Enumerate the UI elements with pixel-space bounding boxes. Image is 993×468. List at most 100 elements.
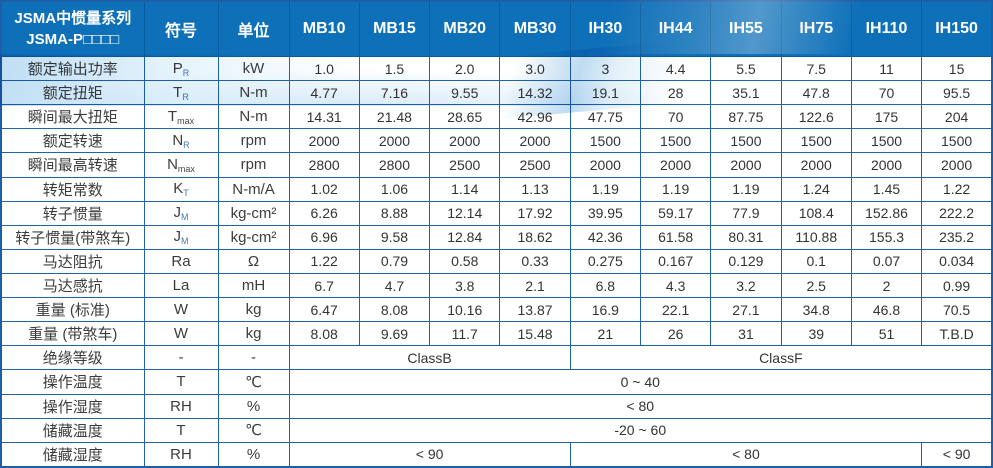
value-cell: 1500 (569, 128, 641, 154)
symbol-subscript: R (183, 139, 190, 150)
row-label: 绝缘等级 (0, 345, 145, 371)
symbol-base: J (173, 228, 182, 246)
value-cell: 77.9 (710, 200, 782, 226)
row-label: 额定扭矩 (0, 80, 145, 106)
value-cell: 22.1 (639, 297, 712, 323)
value-cell: ClassF (569, 345, 993, 371)
symbol-cell: T (143, 417, 219, 443)
symbol-base: N (167, 155, 178, 173)
unit-cell: N-m (217, 80, 290, 106)
symbol-subscript: T (183, 188, 189, 199)
column-header-model: IH30 (569, 0, 641, 57)
symbol-cell: KT (143, 176, 219, 202)
symbol-cell: Ra (143, 248, 219, 274)
value-cell: 1.5 (358, 55, 431, 82)
value-cell: 3.8 (429, 272, 501, 299)
row-label: 马达阻抗 (0, 248, 145, 274)
value-cell: 1.22 (921, 176, 993, 202)
value-cell: 11 (850, 55, 923, 82)
value-cell: 21.48 (358, 104, 431, 130)
value-cell: 39 (780, 321, 852, 347)
value-cell: 1500 (850, 128, 923, 154)
value-cell: 16.9 (569, 297, 641, 323)
unit-cell: N-m (217, 104, 290, 130)
table-row: 储藏温度 T ℃ -20 ~ 60 (0, 417, 993, 443)
value-cell: 175 (850, 104, 923, 130)
symbol-subscript: max (177, 163, 195, 174)
value-cell: 1.24 (780, 176, 852, 202)
value-cell: 110.88 (780, 224, 852, 250)
table-row: 额定转速 NR rpm 2000 2000 2000 2000 1500 1500 1500 150… (0, 128, 993, 154)
value-cell: 0.129 (710, 248, 782, 274)
value-cell: 0.33 (499, 248, 571, 274)
value-cell: 8.08 (288, 321, 360, 347)
symbol-base: T (167, 107, 178, 125)
value-cell: 2.5 (780, 272, 852, 299)
row-label: 重量 (带煞车) (0, 321, 145, 347)
value-cell: 1500 (639, 128, 712, 154)
value-cell: 70 (850, 80, 923, 106)
row-label: 重量 (标准) (0, 297, 145, 323)
value-cell: < 80 (569, 441, 923, 468)
value-cell: 1.06 (358, 176, 431, 202)
symbol-base: T (176, 373, 186, 391)
value-cell: 19.1 (569, 80, 641, 106)
symbol-cell: Nmax (143, 152, 219, 178)
value-cell: 4.7 (358, 272, 431, 299)
unit-cell: - (217, 345, 290, 371)
row-label: 转矩常数 (0, 176, 145, 202)
column-header-model: IH75 (780, 0, 852, 57)
value-cell: 28.65 (429, 104, 501, 130)
value-cell: 34.8 (780, 297, 852, 323)
value-cell: 59.17 (639, 200, 712, 226)
value-cell: 0.167 (639, 248, 712, 274)
value-cell: 2800 (288, 152, 360, 178)
symbol-base: Ra (171, 252, 191, 270)
value-cell: 2500 (499, 152, 571, 178)
value-cell: 6.7 (288, 272, 360, 299)
unit-cell: rpm (217, 128, 290, 154)
value-cell: T.B.D (921, 321, 993, 347)
symbol-cell: W (143, 297, 219, 323)
value-cell: 3.2 (710, 272, 782, 299)
value-cell: 42.96 (499, 104, 571, 130)
value-cell: 2000 (569, 152, 641, 178)
value-cell: 7.16 (358, 80, 431, 106)
symbol-cell: TR (143, 80, 219, 106)
value-cell: < 90 (288, 441, 571, 468)
value-cell: 47.75 (569, 104, 641, 130)
table-title-line1: JSMA中惯量系列 (14, 10, 132, 27)
symbol-cell: PR (143, 55, 219, 82)
unit-cell: kg-cm² (217, 200, 290, 226)
value-cell: 152.86 (850, 200, 923, 226)
row-label: 瞬间最大扭矩 (0, 104, 145, 130)
value-cell: 122.6 (780, 104, 852, 130)
table-row: 转子惯量 JM kg-cm² 6.26 8.88 12.14 17.92 39.95 59.17… (0, 200, 993, 226)
value-cell: 1500 (710, 128, 782, 154)
symbol-cell: RH (143, 441, 219, 468)
value-cell: 12.14 (429, 200, 501, 226)
value-cell: 4.3 (639, 272, 712, 299)
value-cell: 2000 (288, 128, 360, 154)
value-cell: 42.36 (569, 224, 641, 250)
table-row: 操作湿度 RH% < 80 (0, 393, 993, 419)
value-cell: 2000 (850, 152, 923, 178)
unit-cell: rpm (217, 152, 290, 178)
symbol-subscript: R (182, 67, 190, 78)
table-title-line2: JSMA-P□□□□ (26, 31, 120, 48)
value-cell: 70.5 (921, 297, 993, 323)
value-cell: 2000 (499, 128, 571, 154)
value-cell: 13.87 (499, 297, 571, 323)
value-cell: 11.7 (429, 321, 501, 347)
value-cell: 14.31 (288, 104, 360, 130)
symbol-cell: JM (143, 224, 219, 250)
value-cell: 51 (850, 321, 923, 347)
value-cell: 204 (921, 104, 993, 130)
symbol-subscript: M (181, 236, 189, 247)
symbol-base: RH (170, 445, 192, 463)
row-label: 转子惯量(带煞车) (0, 224, 145, 250)
row-label: 额定输出功率 (0, 55, 145, 82)
value-cell: 9.58 (358, 224, 431, 250)
column-header-model: IH110 (850, 0, 923, 57)
row-label: 瞬间最高转速 (0, 152, 145, 178)
